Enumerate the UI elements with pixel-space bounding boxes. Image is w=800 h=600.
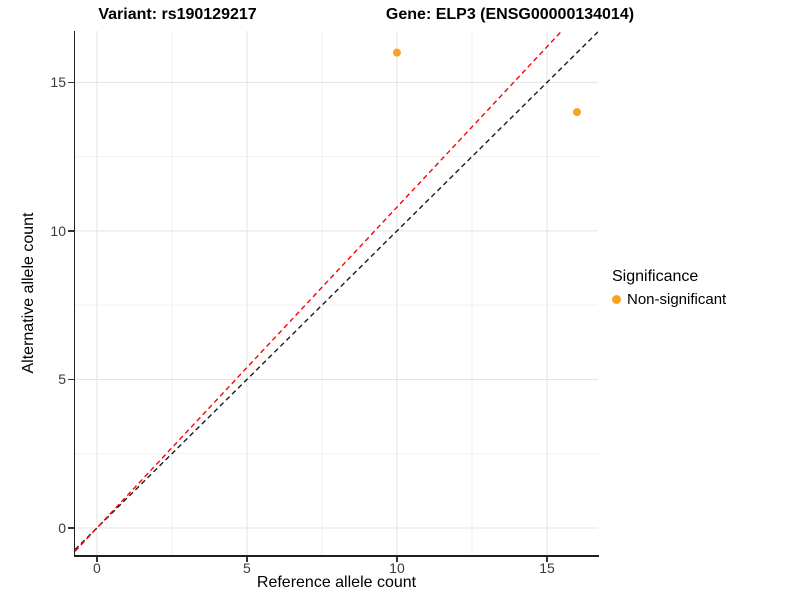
y-tick-label: 5 [58, 371, 66, 388]
data-point [392, 48, 401, 57]
y-tick-label: 15 [50, 74, 66, 91]
scatter-plot [75, 31, 598, 555]
identity-line [75, 31, 598, 551]
y-axis-title-text: Alternative allele count [20, 212, 37, 374]
legend: Significance Non-significant [612, 268, 726, 308]
legend-item-non-significant: Non-significant [612, 291, 726, 308]
y-tick-label: 0 [58, 519, 66, 536]
plot-panel [75, 31, 598, 555]
x-axis-line [73, 555, 599, 557]
x-tick-label: 10 [389, 560, 405, 576]
legend-item-label: Non-significant [627, 291, 727, 308]
data-point [572, 108, 581, 117]
y-axis-line [73, 31, 75, 557]
x-tick-mark [546, 556, 548, 562]
x-tick-label: 0 [92, 560, 101, 576]
y-tick-label: 10 [50, 222, 66, 239]
y-tick-mark [68, 230, 74, 232]
x-tick-mark [246, 556, 248, 562]
legend-title: Significance [612, 268, 699, 285]
y-tick-mark [68, 527, 74, 529]
legend-point-icon [612, 295, 621, 304]
x-axis-title: Reference allele count [256, 574, 417, 591]
y-tick-mark [68, 378, 74, 381]
x-tick-label: 5 [243, 560, 251, 576]
x-tick-mark [96, 556, 98, 562]
variant-title: Variant: rs190129217 [98, 6, 257, 23]
gene-title: Gene: ELP3 (ENSG00000134014) [385, 6, 635, 23]
x-tick-mark [396, 556, 398, 562]
x-tick-label: 15 [539, 560, 555, 576]
y-tick-mark [68, 81, 74, 84]
fitted-line [75, 31, 563, 552]
